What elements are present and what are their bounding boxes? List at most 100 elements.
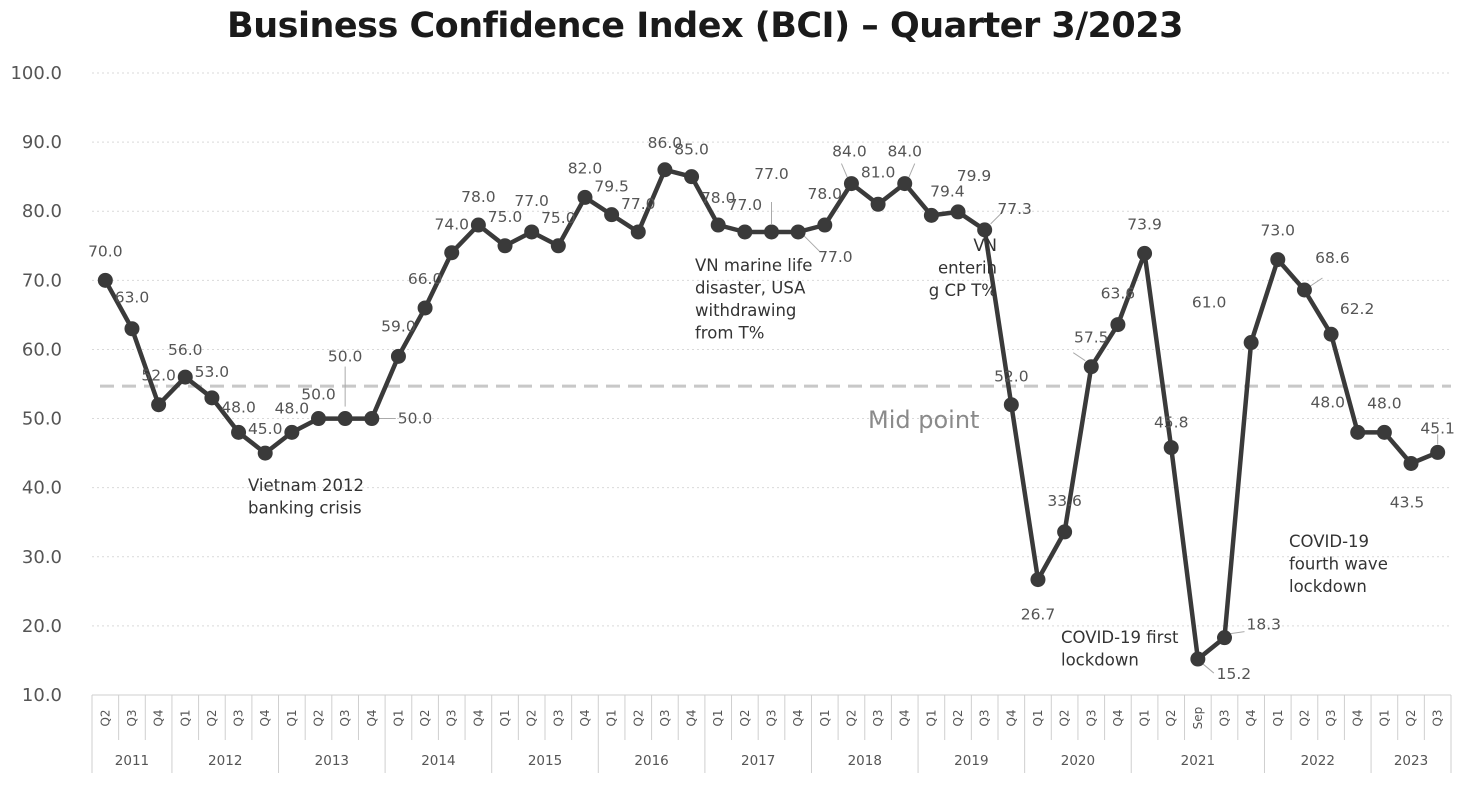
x-tick-label: Q2 <box>98 709 112 726</box>
data-label: 18.3 <box>1247 616 1282 634</box>
data-labels: 70.063.052.056.053.048.045.048.050.050.0… <box>88 134 1455 683</box>
data-point <box>337 411 353 427</box>
x-tick-label: Q4 <box>258 709 272 726</box>
data-label: 26.7 <box>1021 606 1056 624</box>
data-point <box>710 217 726 233</box>
data-label: 50.0 <box>398 410 433 428</box>
data-point <box>1030 572 1046 588</box>
data-point <box>124 321 140 337</box>
data-point <box>923 207 939 223</box>
annotation-line: disaster, USA <box>695 279 806 298</box>
year-label: 2020 <box>1061 753 1095 769</box>
data-point <box>390 348 406 364</box>
x-tick-label: Q1 <box>1271 709 1285 726</box>
x-tick-label: Q3 <box>551 709 565 726</box>
data-point <box>417 300 433 316</box>
label-leader-lines <box>344 163 1439 674</box>
year-label: 2023 <box>1394 753 1428 769</box>
annotation-line: from T% <box>695 324 764 343</box>
leader-line <box>1201 662 1215 674</box>
x-tick-label: Q4 <box>365 709 379 726</box>
year-label: 2018 <box>848 753 882 769</box>
data-label: 77.0 <box>728 196 763 214</box>
data-label: 59.0 <box>381 317 416 335</box>
annotations: Vietnam 2012 banking crisis VN marine life… <box>248 236 1388 670</box>
series-bci <box>97 162 1446 667</box>
y-tick-label: 80.0 <box>22 201 62 222</box>
leader-line <box>1230 631 1245 635</box>
x-tick-label: Q1 <box>711 709 725 726</box>
data-point <box>897 176 913 192</box>
x-tick-label: Q1 <box>1031 709 1045 726</box>
data-label: 50.0 <box>301 386 336 404</box>
annotation-line: enterin <box>938 259 997 278</box>
data-label: 45.1 <box>1420 419 1455 437</box>
x-tick-label: Q2 <box>525 709 539 726</box>
data-point <box>764 224 779 240</box>
x-tick-label: Q4 <box>791 709 805 726</box>
data-label: 79.4 <box>930 182 965 200</box>
data-point <box>1430 444 1446 460</box>
data-point <box>550 238 566 254</box>
data-point <box>870 196 886 212</box>
y-tick-label: 100.0 <box>10 63 62 84</box>
data-label: 75.0 <box>488 208 523 226</box>
data-point <box>1163 440 1179 456</box>
data-point <box>1083 359 1099 375</box>
data-point <box>737 224 753 240</box>
midpoint-label: Mid point <box>868 406 979 434</box>
data-point <box>257 445 273 461</box>
data-label: 73.0 <box>1261 222 1296 240</box>
annotation-line: VN marine life <box>695 256 812 275</box>
y-tick-label: 40.0 <box>22 478 62 499</box>
year-label: 2016 <box>634 753 668 769</box>
leader-line <box>1072 352 1086 362</box>
x-tick-label: Q3 <box>1324 709 1338 726</box>
year-label: 2015 <box>528 753 562 769</box>
data-label: 48.0 <box>275 399 310 417</box>
x-tick-label: Q2 <box>1297 709 1311 726</box>
x-tick-label: Q3 <box>125 709 139 726</box>
data-label: 45.8 <box>1154 414 1189 432</box>
x-tick-label: Q1 <box>1377 709 1391 726</box>
x-tick-label: Q4 <box>1004 709 1018 726</box>
data-label: 77.0 <box>754 165 789 183</box>
x-tick-label: Q3 <box>232 709 246 726</box>
data-point <box>97 272 113 288</box>
y-axis-ticks: 10.0 20.0 30.0 40.0 50.0 60.0 70.0 80.0 90.0 100.… <box>10 63 62 706</box>
y-tick-label: 50.0 <box>22 409 62 430</box>
annotation-line: banking crisis <box>248 499 362 518</box>
data-point <box>204 390 220 406</box>
data-label: 79.9 <box>957 167 992 185</box>
year-label: 2014 <box>421 753 455 769</box>
data-label: 53.0 <box>195 363 230 381</box>
leader-line <box>990 211 1004 225</box>
annotation-line: VN <box>973 236 997 255</box>
year-label: 2021 <box>1181 753 1215 769</box>
gridlines <box>92 72 1451 627</box>
data-point <box>524 224 540 240</box>
data-point <box>1190 651 1206 667</box>
year-label: 2011 <box>115 753 149 769</box>
y-tick-label: 20.0 <box>22 616 62 637</box>
data-point <box>684 169 700 185</box>
data-point <box>1376 424 1392 440</box>
x-tick-label: Sep <box>1191 707 1205 730</box>
year-label: 2022 <box>1301 753 1335 769</box>
x-tick-label: Q3 <box>765 709 779 726</box>
data-point <box>630 224 646 240</box>
chart-title: Business Confidence Index (BCI) – Quarte… <box>227 6 1183 46</box>
data-point <box>364 411 380 427</box>
x-tick-label: Q4 <box>1351 709 1365 726</box>
data-label: 77.0 <box>621 195 656 213</box>
data-label: 78.0 <box>701 189 736 207</box>
data-label: 82.0 <box>568 159 603 177</box>
data-point <box>177 369 193 385</box>
year-label: 2013 <box>315 753 349 769</box>
annotation-line: g CP T% <box>929 281 997 300</box>
leader-line <box>840 163 848 178</box>
data-label: 50.0 <box>328 348 363 366</box>
x-tick-label: Q4 <box>471 709 485 726</box>
x-axis: Q2 Q3 Q4 Q1 Q2 Q3 Q4 Q1 Q2 Q3 Q4 Q1 Q2 Q3 Q4 Q1 Q2 Q3 Q4 Q1… <box>91 694 1452 773</box>
data-label: 85.0 <box>674 141 709 159</box>
